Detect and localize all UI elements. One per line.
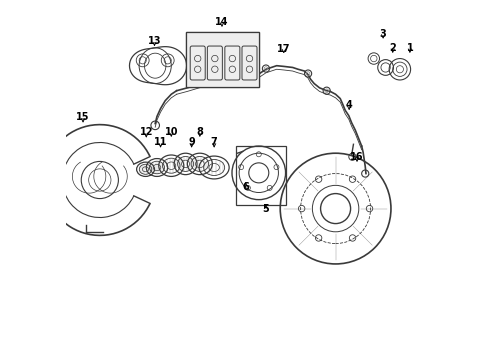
Text: 8: 8 — [196, 127, 203, 137]
Text: 2: 2 — [388, 43, 395, 53]
Text: 1: 1 — [406, 43, 412, 53]
Text: 12: 12 — [139, 127, 153, 138]
Text: 5: 5 — [262, 204, 269, 214]
FancyBboxPatch shape — [185, 32, 258, 87]
Text: 9: 9 — [188, 138, 195, 148]
Text: 14: 14 — [215, 17, 228, 27]
Text: 10: 10 — [164, 127, 178, 137]
Text: 6: 6 — [242, 182, 248, 192]
Text: 4: 4 — [345, 100, 352, 110]
Text: 3: 3 — [379, 29, 386, 39]
FancyBboxPatch shape — [185, 32, 258, 87]
Text: 17: 17 — [277, 44, 290, 54]
Text: 11: 11 — [154, 138, 167, 148]
Text: 7: 7 — [210, 138, 217, 148]
Text: 13: 13 — [147, 36, 161, 46]
Text: 15: 15 — [76, 112, 90, 122]
Text: 16: 16 — [349, 152, 363, 162]
